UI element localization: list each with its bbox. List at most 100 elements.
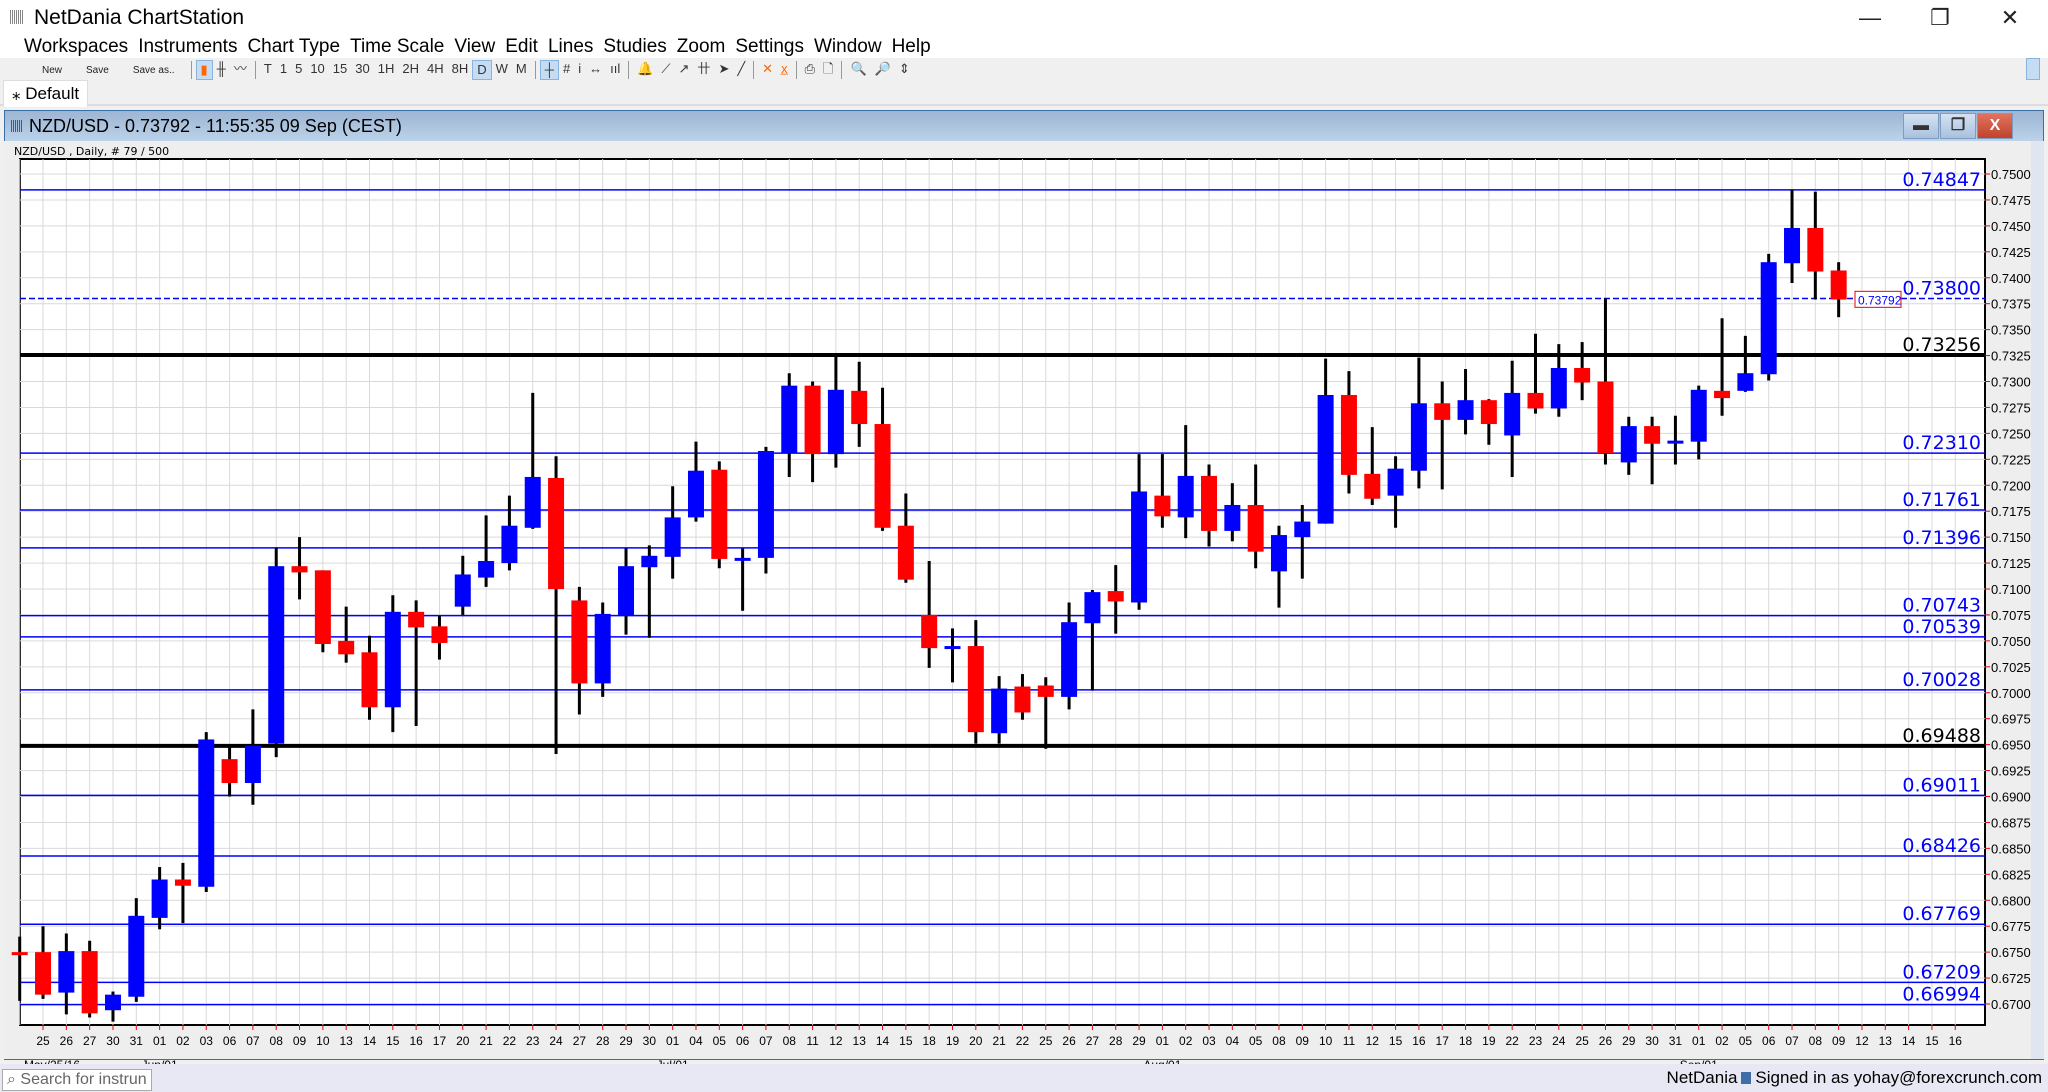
candle-body-2016-07-01[interactable] (664, 517, 681, 557)
candle-body-2016-06-02[interactable] (174, 879, 191, 886)
candle-body-2016-07-13[interactable] (851, 390, 868, 425)
candle-body-2016-09-08[interactable] (1807, 227, 1824, 272)
menu-edit[interactable]: Edit (505, 36, 538, 57)
candlestick-chart[interactable]: NZD/USD , Daily, # 79 / 500 25 26 27 30 31 01 0… (0, 0, 2048, 1064)
candle-body-2016-07-14[interactable] (874, 424, 891, 528)
menu-chart-type[interactable]: Chart Type (247, 36, 341, 57)
timeframe-4h[interactable]: 4H (426, 61, 444, 76)
timeframe-8h[interactable]: 8H (451, 61, 469, 76)
new-button[interactable]: New (42, 64, 63, 76)
chart-minimize-button[interactable]: ▬ (1903, 113, 1939, 139)
candle-body-2016-08-01[interactable] (1154, 495, 1171, 517)
fit-icon[interactable]: ⇕ (898, 61, 910, 76)
candle-body-2016-05-30[interactable] (104, 994, 121, 1011)
candle-body-2016-08-17[interactable] (1434, 403, 1451, 420)
close-button[interactable]: ✕ (2000, 5, 2020, 30)
candle-body-2016-05-27[interactable] (81, 951, 98, 1014)
chart-restore-button[interactable]: ❐ (1940, 113, 1976, 139)
timeframe-10[interactable]: 10 (310, 61, 325, 76)
candle-body-2016-06-14[interactable] (361, 652, 378, 708)
candle-body-2016-08-23[interactable] (1527, 392, 1544, 409)
candle-body-2016-08-26[interactable] (1597, 381, 1614, 454)
candle-body-2016-08-12[interactable] (1364, 473, 1381, 499)
candle-body-2016-07-08[interactable] (781, 385, 798, 454)
ray-icon[interactable]: ↗ (678, 61, 690, 76)
candle-body-2016-06-30[interactable] (641, 555, 658, 568)
candle-body-2016-09-09[interactable] (1830, 270, 1847, 300)
timeframe-w[interactable]: W (495, 61, 508, 76)
candle-body-2016-06-24[interactable] (548, 477, 565, 589)
alert-bell-icon[interactable]: 🔔 (637, 61, 654, 76)
timeframe-m[interactable]: M (515, 61, 527, 76)
save-button[interactable]: Save (86, 64, 109, 76)
candle-body-2016-09-05[interactable] (1737, 373, 1754, 391)
candle-body-2016-07-28[interactable] (1107, 591, 1124, 602)
menu-time-scale[interactable]: Time Scale (350, 36, 445, 57)
delete-all-icon[interactable]: x̲ (781, 61, 788, 76)
candle-body-2016-06-13[interactable] (338, 640, 355, 655)
timeframe-15[interactable]: 15 (332, 61, 348, 76)
timeframe-t[interactable]: T (263, 61, 272, 76)
candle-body-2016-06-28[interactable] (594, 613, 611, 684)
grid-icon[interactable]: # (562, 61, 571, 76)
candle-body-2016-09-01[interactable] (1690, 389, 1707, 442)
candle-body-2016-07-15[interactable] (897, 525, 914, 580)
candle-body-2016-07-05[interactable] (711, 469, 728, 559)
timeframe-d[interactable]: D (472, 60, 492, 80)
candle-body-2016-09-06[interactable] (1760, 262, 1777, 375)
menu-settings[interactable]: Settings (735, 36, 804, 57)
pen-icon[interactable]: ╱ (737, 61, 746, 76)
candle-body-2016-07-22[interactable] (1014, 686, 1031, 713)
print-icon[interactable]: ⎙ (804, 61, 815, 76)
menu-view[interactable]: View (454, 36, 496, 57)
crosshair-icon[interactable]: ┼ (539, 60, 559, 80)
candle-body-2016-08-25[interactable] (1574, 368, 1591, 383)
candle-body-2016-07-11[interactable] (804, 385, 821, 455)
trendline-icon[interactable]: ⟋ (661, 61, 671, 76)
maximize-button[interactable]: ❐ (1930, 5, 1950, 30)
candle-body-2016-08-04[interactable] (1224, 504, 1241, 531)
fibonacci-icon[interactable]: 卄 (697, 61, 711, 76)
candle-body-2016-07-25[interactable] (1037, 685, 1054, 697)
candle-body-2016-05-25[interactable] (35, 952, 52, 995)
candle-body-2016-08-02[interactable] (1177, 475, 1194, 518)
candle-body-2016-05-24[interactable] (11, 952, 28, 956)
candle-body-2016-09-07[interactable] (1784, 227, 1801, 264)
menu-workspaces[interactable]: Workspaces (24, 36, 129, 57)
candle-body-2016-08-09[interactable] (1294, 521, 1311, 538)
candle-body-2016-06-08[interactable] (268, 566, 285, 744)
candle-body-2016-07-27[interactable] (1084, 592, 1101, 624)
candle-body-2016-08-03[interactable] (1201, 475, 1218, 531)
candle-body-2016-07-06[interactable] (734, 557, 751, 561)
chart-vertical-scrollbar[interactable] (2031, 141, 2044, 1059)
candle-body-2016-08-30[interactable] (1644, 426, 1661, 444)
candle-body-2016-05-31[interactable] (128, 915, 145, 997)
minimize-button[interactable]: — (1859, 5, 1881, 30)
candle-body-2016-06-20[interactable] (454, 574, 471, 607)
candle-body-2016-08-08[interactable] (1270, 535, 1287, 572)
candle-body-2016-06-16[interactable] (408, 611, 425, 628)
candle-body-2016-08-29[interactable] (1620, 426, 1637, 463)
candle-body-2016-09-02[interactable] (1714, 390, 1731, 399)
volume-icon[interactable]: ııl (610, 61, 621, 76)
candle-body-2016-06-03[interactable] (198, 739, 215, 887)
candle-body-2016-07-07[interactable] (757, 451, 774, 558)
timeframe-30[interactable]: 30 (355, 61, 370, 76)
candle-body-2016-08-24[interactable] (1550, 368, 1567, 409)
candle-body-2016-07-20[interactable] (967, 646, 984, 733)
candle-body-2016-05-26[interactable] (58, 951, 75, 993)
menu-window[interactable]: Window (814, 36, 882, 57)
candle-body-2016-07-18[interactable] (921, 614, 938, 649)
info-icon[interactable]: i (578, 61, 582, 76)
candle-body-2016-07-29[interactable] (1131, 491, 1148, 603)
candle-body-2016-08-18[interactable] (1457, 400, 1474, 420)
candle-body-2016-07-19[interactable] (944, 646, 961, 650)
arrow-cursor-icon[interactable]: ➤ (718, 61, 730, 76)
candle-body-2016-06-01[interactable] (151, 879, 168, 918)
timeframe-1[interactable]: 1 (279, 61, 288, 76)
toolbar-overflow-button[interactable] (2026, 58, 2040, 80)
candle-body-2016-06-15[interactable] (384, 611, 401, 708)
delete-icon[interactable]: ✕ (762, 61, 774, 76)
candle-body-2016-06-22[interactable] (501, 525, 518, 564)
candle-body-2016-06-07[interactable] (244, 745, 261, 784)
